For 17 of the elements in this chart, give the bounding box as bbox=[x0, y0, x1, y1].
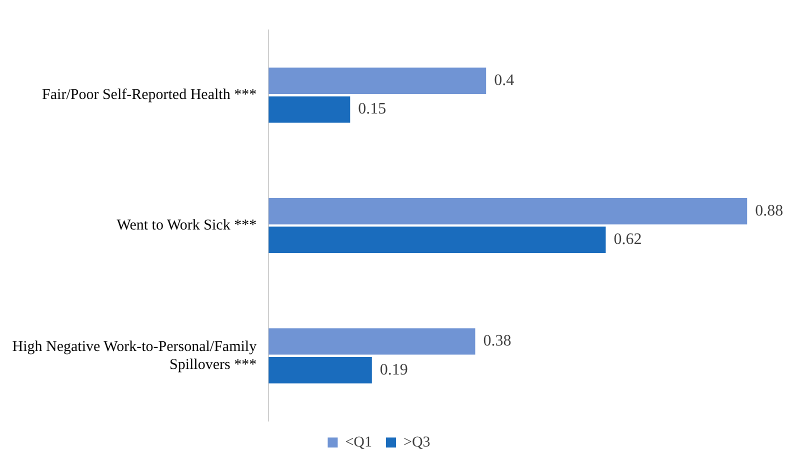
bar bbox=[268, 96, 350, 123]
legend-label: >Q3 bbox=[404, 434, 430, 450]
bar bbox=[268, 226, 606, 254]
y-tick-label: Fair/Poor Self-Reported Health *** bbox=[42, 87, 257, 104]
data-label: 0.62 bbox=[614, 231, 642, 248]
bar bbox=[268, 68, 486, 94]
data-label: 0.88 bbox=[755, 202, 784, 220]
data-label: 0.4 bbox=[494, 72, 514, 90]
bar bbox=[268, 356, 372, 384]
y-tick-label: High Negative Work-to-Personal/Family Spillovers *** bbox=[12, 338, 258, 373]
bar bbox=[268, 328, 476, 355]
data-label: 0.19 bbox=[380, 361, 408, 378]
legend-label: <Q1 bbox=[345, 434, 372, 450]
y-tick-label: Went to Work Sick *** bbox=[116, 217, 257, 234]
data-label: 0.38 bbox=[483, 332, 512, 350]
bar bbox=[268, 198, 748, 224]
data-label: 0.15 bbox=[358, 100, 386, 118]
